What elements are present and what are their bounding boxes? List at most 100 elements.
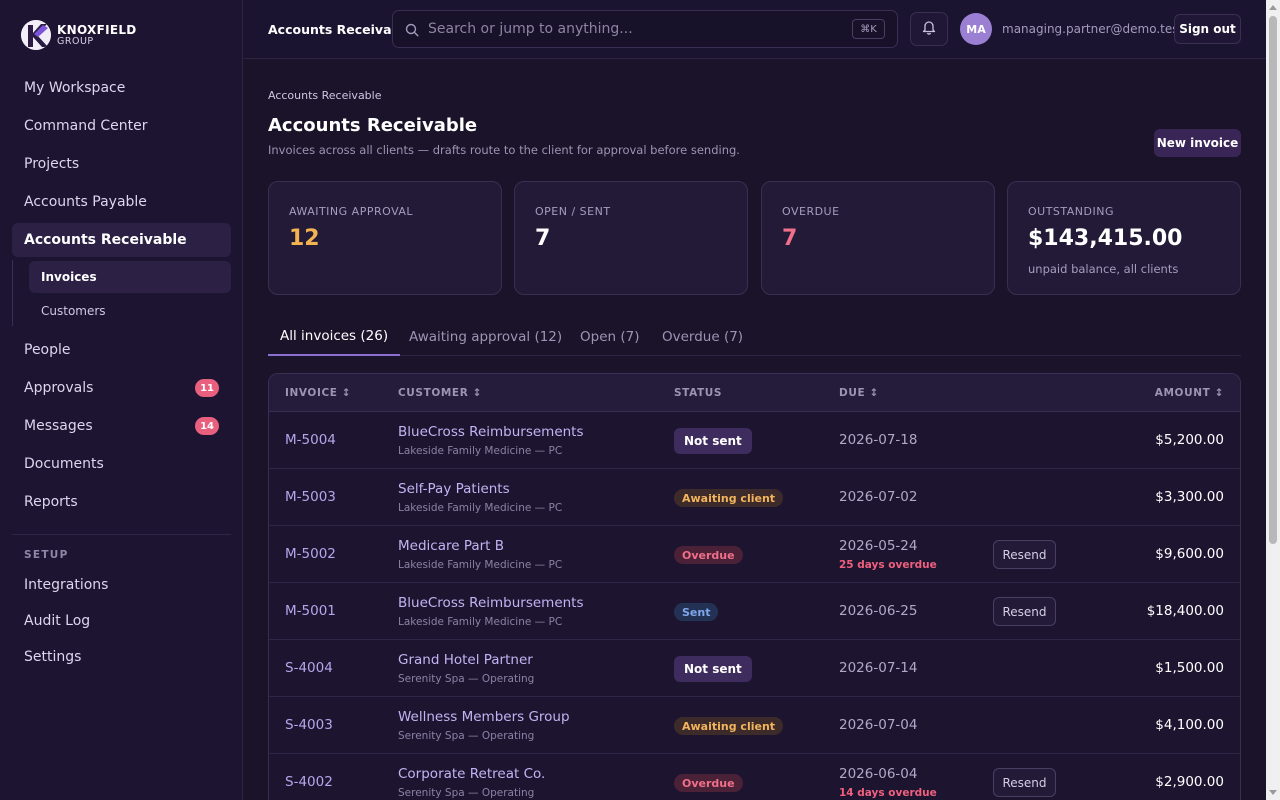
tab-awaiting-approval[interactable]: Awaiting approval (12) [409, 329, 563, 345]
breadcrumb[interactable]: Accounts Receivable [268, 89, 382, 102]
overdue-note: 14 days overdue [839, 787, 937, 799]
scroll-down-arrow-icon[interactable] [1269, 790, 1277, 795]
sign-out-button[interactable]: Sign out [1174, 14, 1241, 44]
client-name: Serenity Spa — Operating [398, 673, 535, 685]
sidebar-item-command-center[interactable]: Command Center [12, 109, 231, 143]
table-row[interactable]: M-5003 Self-Pay Patients Lakeside Family… [269, 469, 1240, 526]
sidebar-item-settings[interactable]: Settings [12, 640, 231, 674]
sidebar-item-integrations[interactable]: Integrations [12, 568, 231, 602]
logo-icon [21, 20, 51, 50]
invoice-number[interactable]: S-4003 [285, 717, 333, 733]
due-date: 2026-06-04 [839, 766, 918, 782]
customer-name[interactable]: Medicare Part B [398, 538, 505, 554]
invoice-number[interactable]: S-4002 [285, 774, 333, 790]
due-date: 2026-05-24 [839, 538, 918, 554]
invoice-number[interactable]: S-4004 [285, 660, 333, 676]
table-row[interactable]: S-4003 Wellness Members Group Serenity S… [269, 697, 1240, 754]
customer-name[interactable]: Self-Pay Patients [398, 481, 510, 497]
table-row[interactable]: S-4002 Corporate Retreat Co. Serenity Sp… [269, 754, 1240, 800]
status-badge: Awaiting client [674, 489, 784, 507]
tab-open[interactable]: Open (7) [580, 329, 640, 345]
sidebar-item-label: Projects [24, 156, 80, 172]
column-header-amount[interactable]: AMOUNT ↕ [1154, 387, 1224, 399]
column-header-status: STATUS [674, 387, 723, 399]
customer-name[interactable]: BlueCross Reimbursements [398, 424, 584, 440]
column-header-due[interactable]: DUE ↕ [839, 387, 879, 399]
sidebar-item-documents[interactable]: Documents [12, 447, 231, 481]
sidebar-item-label: Approvals [24, 380, 94, 396]
table-row[interactable]: M-5004 BlueCross Reimbursements Lakeside… [269, 412, 1240, 469]
customer-name[interactable]: BlueCross Reimbursements [398, 595, 584, 611]
column-header-invoice[interactable]: INVOICE ↕ [285, 387, 352, 399]
page-scrollbar[interactable] [1266, 0, 1280, 800]
sidebar-item-label: Documents [24, 456, 104, 472]
table-row[interactable]: S-4004 Grand Hotel Partner Serenity Spa … [269, 640, 1240, 697]
tab-all-invoices[interactable]: All invoices (26) [268, 318, 401, 356]
invoice-number[interactable]: M-5004 [285, 432, 336, 448]
overdue-note: 25 days overdue [839, 559, 937, 571]
sidebar-item-my-workspace[interactable]: My Workspace [12, 71, 231, 105]
status-badge: Sent [674, 603, 719, 621]
invoice-number[interactable]: M-5001 [285, 603, 336, 619]
amount: $4,100.00 [1155, 717, 1224, 733]
approvals-count-badge: 11 [195, 379, 219, 397]
status-badge: Not sent [674, 656, 752, 682]
resend-button[interactable]: Resend [993, 540, 1056, 569]
topbar: Accounts Receivable Search or jump to an… [244, 0, 1266, 59]
page-subtitle: Invoices across all clients — drafts rou… [268, 143, 740, 157]
resend-button[interactable]: Resend [993, 597, 1056, 626]
tab-overdue[interactable]: Overdue (7) [662, 329, 744, 345]
avatar[interactable]: MA [960, 13, 992, 45]
status-badge: Overdue [674, 546, 743, 564]
sidebar-item-label: Command Center [24, 118, 148, 134]
sidebar-item-label: People [24, 342, 71, 358]
sidebar-item-audit-log[interactable]: Audit Log [12, 604, 231, 638]
client-name: Lakeside Family Medicine — PC [398, 559, 563, 571]
sidebar-item-people[interactable]: People [12, 333, 231, 367]
sidebar-item-label: Settings [24, 649, 82, 665]
invoice-number[interactable]: M-5003 [285, 489, 336, 505]
amount: $2,900.00 [1155, 774, 1224, 790]
sidebar-item-approvals[interactable]: Approvals 11 [12, 371, 231, 405]
sidebar-item-label: Audit Log [24, 613, 91, 629]
scrollbar-thumb[interactable] [1269, 16, 1277, 544]
search-icon [405, 22, 419, 41]
stat-subtext: unpaid balance, all clients [1028, 262, 1179, 276]
customer-name[interactable]: Corporate Retreat Co. [398, 766, 546, 782]
table-row[interactable]: M-5002 Medicare Part B Lakeside Family M… [269, 526, 1240, 583]
stat-label: OUTSTANDING [1028, 205, 1114, 218]
client-name: Serenity Spa — Operating [398, 730, 535, 742]
brand-logo[interactable]: KNOXFIELD GROUP [21, 20, 137, 50]
sidebar-subitem-label: Customers [41, 304, 106, 318]
sidebar-subitem-customers[interactable]: Customers [29, 295, 231, 327]
due-date: 2026-06-25 [839, 603, 918, 619]
new-invoice-button[interactable]: New invoice [1154, 129, 1241, 157]
due-date: 2026-07-14 [839, 660, 918, 676]
sidebar-item-label: Accounts Payable [24, 194, 147, 210]
resend-button[interactable]: Resend [993, 768, 1056, 797]
table-row[interactable]: M-5001 BlueCross Reimbursements Lakeside… [269, 583, 1240, 640]
invoice-number[interactable]: M-5002 [285, 546, 336, 562]
sidebar-item-projects[interactable]: Projects [12, 147, 231, 181]
due-date: 2026-07-02 [839, 489, 918, 505]
scroll-up-arrow-icon[interactable] [1269, 5, 1277, 10]
sidebar-item-accounts-receivable[interactable]: Accounts Receivable [12, 223, 231, 257]
notifications-button[interactable] [910, 12, 948, 46]
client-name: Lakeside Family Medicine — PC [398, 445, 563, 457]
sidebar-item-label: Messages [24, 418, 93, 434]
brand-name: KNOXFIELD [57, 22, 137, 37]
sidebar-subitem-invoices[interactable]: Invoices [29, 261, 231, 293]
customer-name[interactable]: Wellness Members Group [398, 709, 570, 725]
column-header-customer[interactable]: CUSTOMER ↕ [398, 387, 483, 399]
customer-name[interactable]: Grand Hotel Partner [398, 652, 533, 668]
page-title: Accounts Receivable [268, 115, 478, 136]
invoice-tabs: All invoices (26) Awaiting approval (12)… [268, 318, 1241, 356]
sidebar-item-reports[interactable]: Reports [12, 485, 231, 519]
search-input[interactable]: Search or jump to anything... ⌘K [392, 10, 898, 48]
bell-icon [922, 20, 936, 39]
sidebar-item-label: Integrations [24, 577, 109, 593]
stat-card-overdue: OVERDUE 7 [761, 181, 995, 295]
sidebar-item-messages[interactable]: Messages 14 [12, 409, 231, 443]
sidebar-item-accounts-payable[interactable]: Accounts Payable [12, 185, 231, 219]
stat-card-awaiting-approval: AWAITING APPROVAL 12 [268, 181, 502, 295]
